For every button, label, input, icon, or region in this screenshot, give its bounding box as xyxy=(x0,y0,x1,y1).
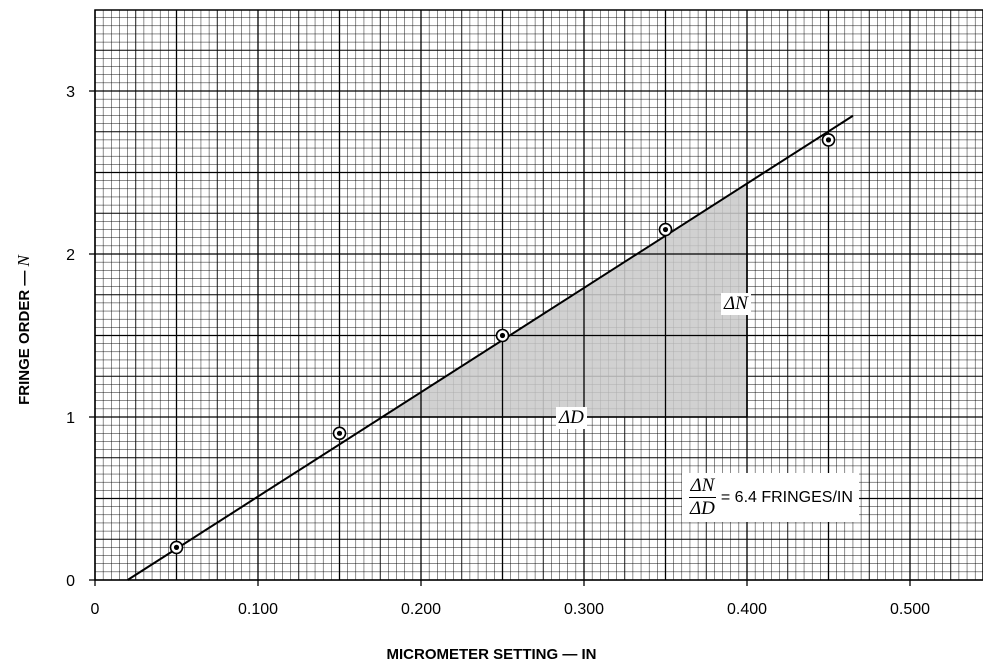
fraction-denominator: ΔD xyxy=(690,498,715,519)
y-axis-label-variable: N xyxy=(14,255,33,267)
data-point-dot xyxy=(662,226,669,233)
x-tick-label: 0.100 xyxy=(238,601,278,618)
y-axis-label: FRINGE ORDER — N xyxy=(14,255,34,405)
axes xyxy=(94,9,983,581)
x-tick-label: 0.400 xyxy=(727,601,767,618)
slope-value: = 6.4 FRINGES/IN xyxy=(720,488,853,506)
tick-labels: 0 0.100 0.200 0.300 0.400 0.500 0 1 2 3 xyxy=(66,84,930,618)
data-point xyxy=(495,328,510,343)
x-tick-label: 0.500 xyxy=(890,601,930,618)
fraction-numerator: ΔN xyxy=(688,475,717,498)
delta-d-label: ΔD xyxy=(556,407,587,429)
data-points xyxy=(169,133,836,555)
x-tick-label: 0 xyxy=(91,601,100,618)
data-point-dot xyxy=(499,332,506,339)
fit-line-layer xyxy=(127,114,854,581)
x-tick-label: 0.200 xyxy=(401,601,441,618)
data-point xyxy=(169,540,184,555)
data-point-dot xyxy=(825,137,832,143)
delta-n-label: ΔN xyxy=(721,293,751,315)
slope-formula: ΔN ΔD = 6.4 FRINGES/IN xyxy=(682,473,859,522)
data-point xyxy=(658,222,673,237)
y-tick-label: 3 xyxy=(66,84,75,101)
data-point-dot xyxy=(336,430,343,436)
y-tick-label: 0 xyxy=(66,573,75,590)
y-tick-label: 2 xyxy=(66,247,75,264)
x-axis-label: MICROMETER SETTING — IN xyxy=(386,646,597,663)
data-point-dot xyxy=(173,544,180,551)
data-point xyxy=(821,133,836,147)
y-axis-label-text: FRINGE ORDER — xyxy=(16,270,33,405)
fit-line xyxy=(127,114,854,581)
y-axis-label-wrap: FRINGE ORDER — N xyxy=(0,0,40,583)
y-tick-label: 1 xyxy=(66,410,75,427)
data-point xyxy=(332,426,347,441)
slope-fraction: ΔN ΔD xyxy=(688,475,717,520)
x-tick-label: 0.300 xyxy=(564,601,604,618)
plot-border xyxy=(94,9,983,581)
